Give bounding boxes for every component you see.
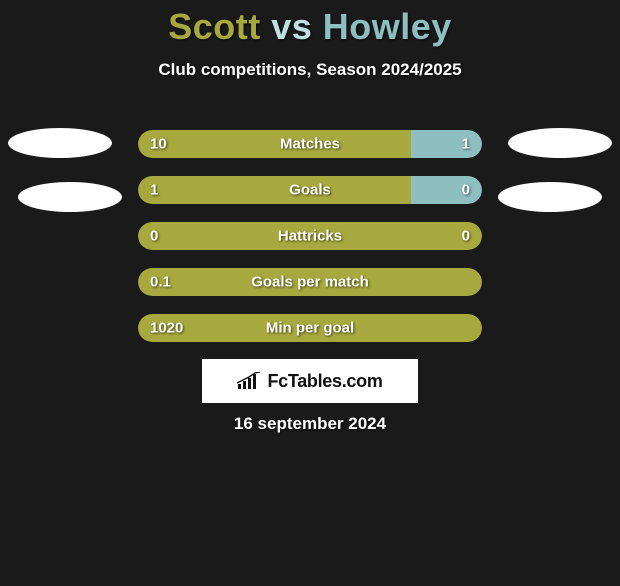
stat-label: Goals per match [251,274,369,291]
watermark: FcTables.com [202,359,418,403]
stat-value-left: 10 [150,136,167,153]
title-player1: Scott [168,6,261,47]
stat-row: 10 1 Matches [138,130,482,158]
avatar-right [508,128,612,158]
stat-label: Matches [280,136,340,153]
stats-chart: 101Matches10Goals00Hattricks0.1Goals per… [138,130,482,360]
watermark-text: FcTables.com [267,371,382,392]
stat-value-left: 0.1 [150,274,171,291]
stat-row: 0.1 Goals per match [138,268,482,296]
stat-value-left: 0 [150,228,158,245]
stat-label: Hattricks [278,228,342,245]
stat-label: Min per goal [266,320,354,337]
stat-value-right: 1 [462,136,470,153]
stat-row: 1 0 Goals [138,176,482,204]
avatar-left [18,182,122,212]
page-title: Scott vs Howley [0,6,620,48]
stat-label: Goals [289,182,331,199]
bar-left [138,176,411,204]
stat-row: 1020 Min per goal [138,314,482,342]
stat-value-left: 1 [150,182,158,199]
date-line: 16 september 2024 [0,414,620,434]
title-player2: Howley [323,6,452,47]
title-vs: vs [271,6,312,47]
avatar-right [498,182,602,212]
stat-value-left: 1020 [150,320,183,337]
stat-value-right: 0 [462,228,470,245]
stat-row: 0 0 Hattricks [138,222,482,250]
bar-chart-icon [237,372,261,390]
subtitle: Club competitions, Season 2024/2025 [0,60,620,80]
avatar-left [8,128,112,158]
bar-right [411,130,482,158]
stat-value-right: 0 [462,182,470,199]
bar-right [411,176,482,204]
bar-left [138,130,411,158]
